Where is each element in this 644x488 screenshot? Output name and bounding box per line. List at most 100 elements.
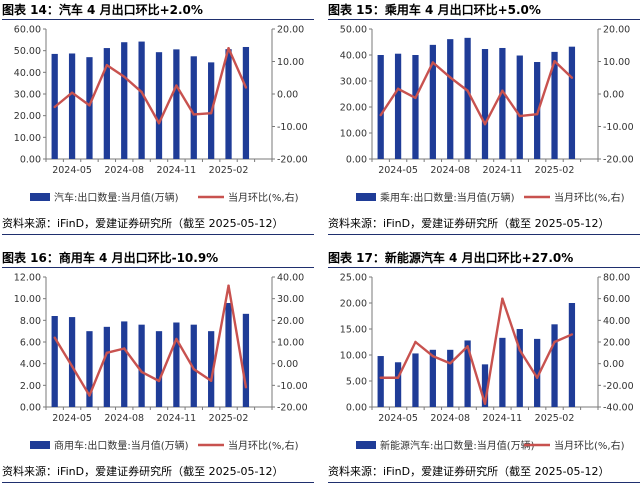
y-left-tick-label: 10.00 [14, 294, 41, 305]
line-point [157, 379, 161, 383]
bar [138, 41, 145, 159]
y-right-tick-label: 60.00 [603, 294, 630, 305]
line-point [483, 123, 487, 126]
bar [190, 56, 197, 159]
y-right-tick-label: 0.00 [603, 359, 624, 370]
legend-line-label: 当月环比(%,右) [228, 439, 299, 452]
x-tick-label: 2024-11 [157, 165, 197, 176]
title-rule [328, 267, 640, 268]
bar [394, 53, 402, 160]
bar [481, 364, 489, 407]
y-left-tick-label: 50.00 [340, 25, 367, 36]
bar [464, 340, 471, 407]
legend-line-label: 当月环比(%,右) [554, 439, 625, 452]
y-left-tick-label: 40.00 [340, 51, 367, 62]
legend-bar-label: 新能源汽车:出口数量:当月值(万辆) [380, 439, 535, 452]
chart-panel-15: 图表 15：乘用车 4 月出口环比+5.0% 0.00 10.00 20.00 30.… [328, 2, 644, 238]
y-right-tick-label: -20.00 [277, 155, 308, 166]
x-tick-label: 2024-05 [378, 413, 418, 424]
legend-bar-label: 乘用车:出口数量:当月值(万辆) [380, 191, 515, 204]
x-tick-label: 2024-05 [52, 165, 92, 176]
line-point [70, 91, 74, 94]
legend-line-label: 当月环比(%,右) [228, 191, 299, 204]
y-left-tick-label: 25.00 [340, 273, 367, 284]
source-note: 资料来源：iFinD，爱建证券研究所（截至 2025-05-12） [2, 217, 284, 230]
bar [103, 48, 110, 159]
bar [516, 329, 523, 407]
y-right-tick-label: 20.00 [277, 25, 304, 36]
legend-bar-label: 商用车:出口数量:当月值(万辆) [54, 439, 189, 452]
legend-line-label: 当月环比(%,右) [554, 191, 625, 204]
line-point [88, 104, 91, 107]
bar [68, 317, 76, 407]
bar [242, 313, 250, 407]
y-left-tick-label: 20.00 [340, 299, 367, 310]
bar [121, 42, 128, 159]
line-point [105, 351, 109, 355]
y-right-tick-label: -10.00 [277, 381, 308, 392]
y-right-tick-label: 80.00 [603, 273, 630, 284]
line-point [123, 75, 126, 78]
y-left-tick-label: 10.00 [340, 351, 367, 362]
line-point [175, 337, 178, 341]
bar [225, 49, 232, 159]
bar [86, 331, 93, 407]
legend-bar-swatch [356, 441, 376, 449]
line-point [140, 370, 143, 374]
source-note: 资料来源：iFinD，爱建证券研究所（截至 2025-05-12） [2, 465, 284, 478]
y-left-tick-label: 2.00 [20, 381, 41, 392]
bar [68, 53, 76, 159]
bar [412, 55, 419, 159]
line-point [535, 376, 539, 379]
bar [429, 44, 436, 159]
line-point [483, 402, 487, 405]
y-right-tick-label: 0.00 [277, 359, 298, 370]
bar [190, 324, 197, 407]
y-left-tick-label: 4.00 [20, 359, 41, 370]
x-tick-label: 2025-02 [209, 413, 249, 424]
chart-title: 图表 14：汽车 4 月出口环比+2.0% [2, 3, 203, 17]
source-note: 资料来源：iFinD，爱建证券研究所（截至 2025-05-12） [328, 217, 610, 230]
line-point [244, 386, 248, 389]
mom-line [380, 297, 573, 405]
bar [447, 39, 454, 159]
line-point [192, 367, 195, 371]
line-point [209, 111, 213, 115]
line-point [466, 89, 469, 92]
y-left-tick-label: 10.00 [340, 129, 367, 140]
line-point [553, 59, 556, 63]
legend-bar-label: 汽车:出口数量:当月值(万辆) [54, 191, 179, 204]
line-point [414, 340, 417, 344]
chart-svg: 0.00 2.00 4.00 6.00 8.00 10.00 12.00 -20.00 -10.… [14, 273, 308, 453]
line-point [105, 63, 109, 67]
bar [173, 322, 180, 407]
y-right-tick-label: 20.00 [603, 338, 630, 349]
line-point [70, 365, 74, 368]
bar [551, 324, 558, 407]
x-tick-label: 2025-02 [535, 413, 575, 424]
chart-svg: 0.00 10.00 20.00 30.00 40.00 50.00 60.00 -20.00… [14, 25, 308, 205]
line-point [396, 376, 400, 379]
y-right-tick-label: 10.00 [277, 338, 304, 349]
x-tick-label: 2025-02 [535, 165, 575, 176]
bar [377, 55, 384, 159]
y-right-tick-label: 40.00 [603, 316, 630, 327]
bar [86, 57, 93, 159]
title-rule [328, 19, 640, 20]
bar [568, 46, 576, 159]
source-note: 资料来源：iFinD，爱建证券研究所（截至 2025-05-12） [328, 465, 610, 478]
bar [377, 356, 384, 407]
line-point [449, 362, 452, 365]
chart-title: 图表 16：商用车 4 月出口环比-10.9% [2, 251, 219, 265]
chart-panel-17: 图表 17：新能源汽车 4 月出口环比+27.0% 0.00 5.00 10.00 1… [328, 250, 644, 486]
bar [568, 303, 576, 407]
source-rule [328, 482, 640, 483]
line-point [396, 87, 400, 91]
y-right-tick-label: 0.00 [603, 90, 624, 101]
bar [138, 324, 145, 407]
bar [394, 362, 402, 407]
mom-line [53, 284, 248, 397]
chart-panel-14: 图表 14：汽车 4 月出口环比+2.0% 0.00 10.00 20.00 30.0… [2, 2, 318, 238]
line-point [553, 340, 556, 344]
y-left-tick-label: 8.00 [20, 316, 41, 327]
